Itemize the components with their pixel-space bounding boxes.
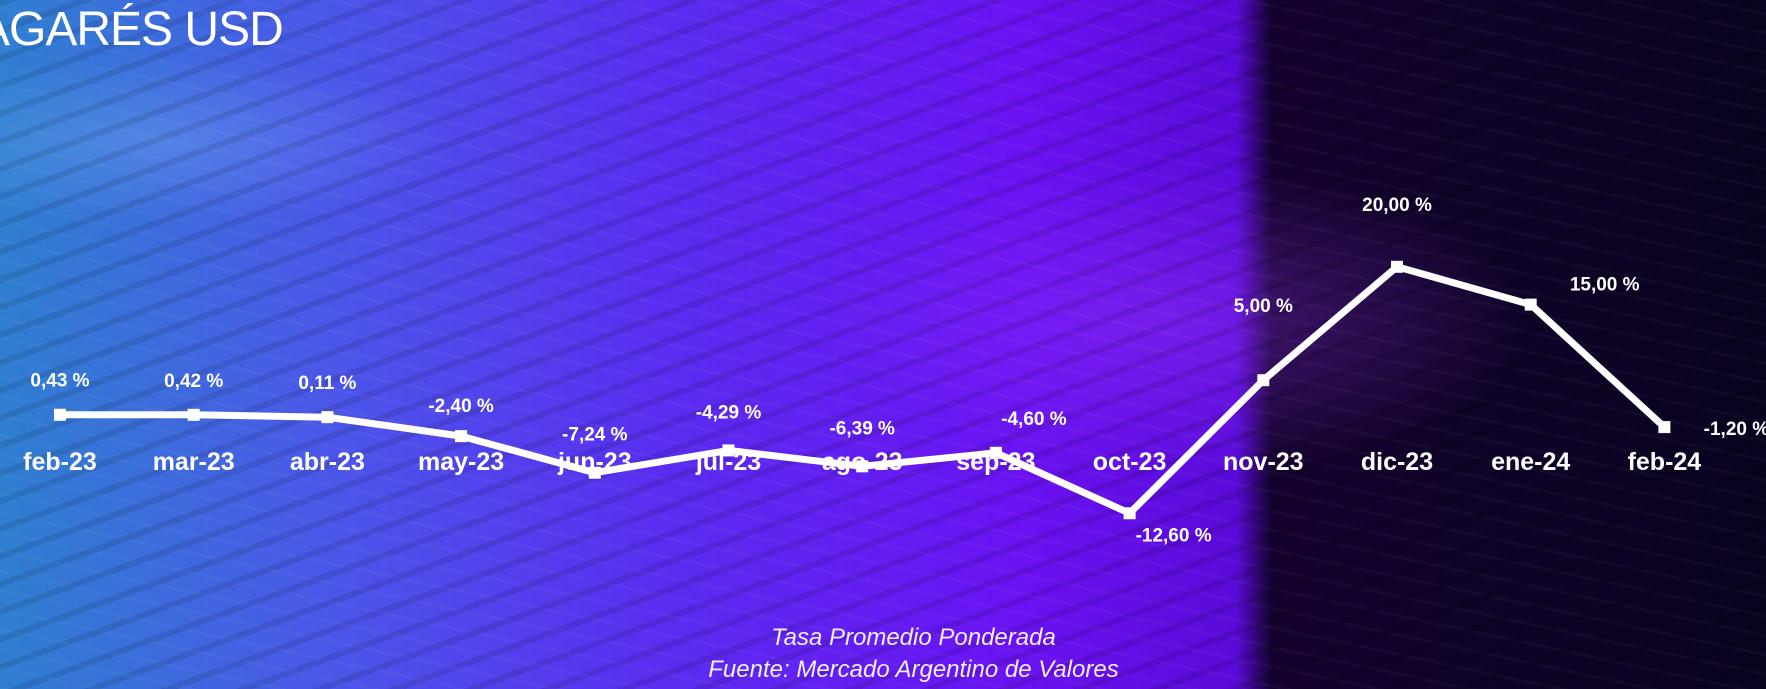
data-label: -7,24 % — [562, 425, 628, 446]
data-label: 5,00 % — [1234, 296, 1293, 317]
data-point-marker — [321, 411, 334, 424]
data-label: 0,11 % — [298, 373, 356, 394]
x-tick-label: mar-23 — [153, 448, 235, 476]
data-point-marker — [1391, 260, 1403, 273]
data-label: -6,39 % — [829, 418, 895, 439]
data-point-marker — [1123, 507, 1136, 520]
data-label: -4,60 % — [1001, 409, 1067, 430]
data-label: -2,40 % — [428, 396, 494, 417]
data-point-marker — [989, 446, 1002, 459]
x-tick-label: feb-23 — [23, 448, 97, 476]
data-labels: 0,43 % 0,42 % 0,11 % -2,40 % -7,24 % -4,29 % -… — [30, 195, 1766, 546]
data-point-marker — [455, 430, 468, 443]
data-point-marker — [54, 408, 66, 421]
x-tick-label: may-23 — [418, 448, 504, 476]
data-markers — [54, 260, 1671, 520]
x-tick-label: nov-23 — [1223, 448, 1304, 476]
data-point-marker — [722, 444, 735, 457]
data-point-marker — [1257, 374, 1270, 387]
x-tick-label: feb-24 — [1628, 448, 1702, 476]
footnote-rate: Tasa Promedio Ponderada — [771, 624, 1056, 651]
x-tick-label: dic-23 — [1361, 448, 1433, 476]
data-label: 15,00 % — [1570, 275, 1640, 296]
page-title: AGARÉS USD — [0, 3, 284, 56]
data-label: -4,29 % — [696, 402, 762, 423]
data-label: -1,20 % — [1704, 419, 1766, 440]
x-tick-label: oct-23 — [1093, 448, 1167, 476]
data-point-marker — [1524, 298, 1537, 311]
footnote-source: Fuente: Mercado Argentino de Valores — [708, 656, 1119, 683]
data-point-marker — [856, 460, 869, 473]
data-point-marker — [588, 466, 601, 479]
data-point-marker — [1658, 421, 1671, 434]
data-point-marker — [187, 408, 200, 421]
data-label: 20,00 % — [1362, 195, 1432, 216]
data-label: 0,43 % — [30, 371, 89, 392]
data-label: 0,42 % — [164, 371, 223, 392]
x-tick-label: ene-24 — [1491, 448, 1570, 476]
data-label: -12,60 % — [1136, 525, 1212, 546]
x-tick-label: abr-23 — [290, 448, 365, 476]
